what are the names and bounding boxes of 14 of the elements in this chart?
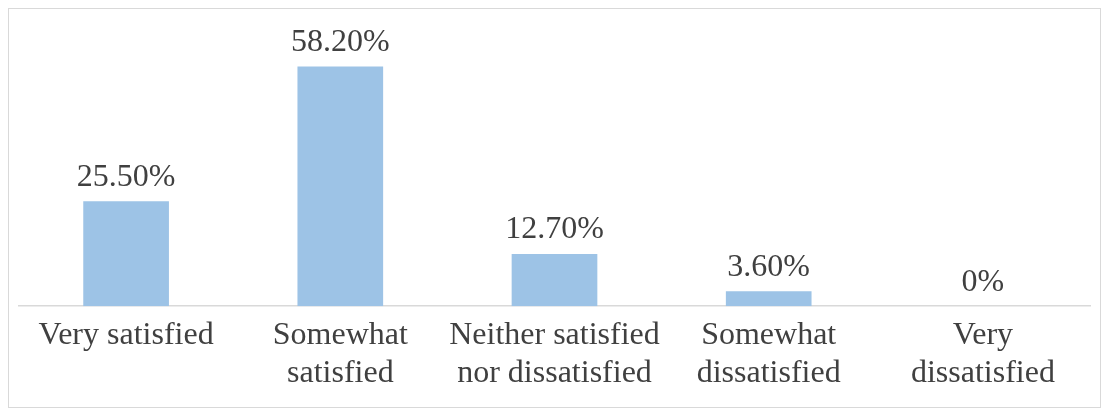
bar xyxy=(725,291,812,307)
data-label: 25.50% xyxy=(76,156,176,193)
data-label: 58.20% xyxy=(290,21,390,58)
x-tick-label: Very satisfied xyxy=(38,314,214,351)
data-label: 0% xyxy=(961,261,1005,298)
x-tick-label: Neither satisfied nor dissatisfied xyxy=(449,314,660,390)
x-tick-label: Somewhat dissatisfied xyxy=(696,314,841,390)
x-tick-label: Very dissatisfied xyxy=(910,314,1055,390)
data-label: 3.60% xyxy=(727,246,811,283)
bar xyxy=(511,253,598,307)
bar xyxy=(83,201,169,307)
bar xyxy=(297,66,384,307)
data-label: 12.70% xyxy=(505,209,604,246)
x-tick-label: Somewhat satisfied xyxy=(272,314,408,390)
